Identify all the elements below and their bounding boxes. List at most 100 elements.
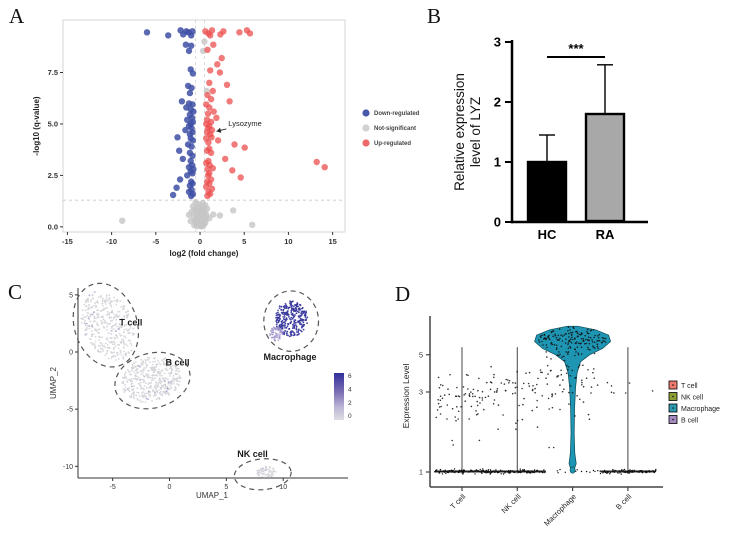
cell-point: [101, 321, 104, 323]
zero-expression-point: [621, 469, 623, 471]
cell-point: [294, 314, 296, 316]
expression-point: [547, 373, 549, 375]
zero-expression-point: [454, 471, 456, 474]
y-axis-tick-label: 5: [69, 292, 73, 299]
zero-expression-point: [446, 471, 449, 474]
cell-point: [147, 374, 150, 376]
cell-point: [112, 313, 115, 315]
expression-point: [587, 413, 590, 416]
cell-point: [165, 390, 168, 393]
cell-point: [145, 397, 148, 400]
zero-expression-point: [477, 470, 479, 472]
x-category-label: T cell: [448, 492, 467, 511]
x-axis-title: UMAP_1: [196, 491, 229, 500]
expression-point: [457, 418, 460, 420]
cell-point: [87, 308, 89, 311]
cell-point: [122, 340, 125, 343]
cell-point: [158, 396, 161, 399]
cell-point: [123, 388, 126, 390]
cell-point: [110, 342, 113, 344]
cell-point: [82, 318, 85, 321]
cell-point: [109, 304, 112, 307]
cell-point: [94, 302, 96, 304]
data-point: [202, 213, 209, 221]
cell-point: [94, 335, 97, 338]
cell-point: [165, 393, 167, 395]
cell-point: [171, 379, 174, 382]
expression-point: [544, 337, 546, 340]
data-point: [189, 70, 197, 77]
cell-point: [155, 393, 158, 396]
cell-point: [278, 307, 281, 310]
y-axis-tick-label: 0: [494, 215, 501, 230]
zero-expression-point: [436, 469, 438, 471]
cell-point: [291, 307, 294, 310]
cell-point: [96, 315, 99, 318]
cell-point: [295, 328, 298, 331]
zero-expression-point: [450, 471, 453, 473]
cell-point: [304, 313, 307, 315]
cell-point: [96, 322, 98, 324]
cell-point: [109, 311, 111, 314]
cell-point: [284, 322, 287, 325]
zero-expression-point: [623, 468, 626, 471]
cell-point: [144, 392, 146, 395]
cluster-label: T cell: [119, 318, 142, 328]
cell-point: [271, 327, 273, 330]
cell-point: [277, 339, 280, 341]
cell-point: [296, 334, 298, 336]
zero-expression-point: [624, 470, 626, 472]
cell-point: [306, 322, 308, 324]
cell-point: [132, 334, 135, 336]
cell-point: [285, 311, 288, 314]
cell-point: [118, 328, 120, 331]
expression-point: [597, 336, 600, 339]
y-axis-tick-label: 3: [494, 35, 501, 50]
zero-expression-point: [604, 471, 607, 474]
cell-point: [153, 394, 155, 397]
cell-point: [113, 299, 116, 302]
zero-expression-point: [520, 470, 523, 472]
cluster-outline: [233, 458, 292, 491]
expression-point: [454, 416, 457, 418]
cell-point: [109, 301, 112, 303]
cell-point: [104, 299, 106, 301]
cell-point: [290, 301, 293, 303]
zero-expression-point: [481, 470, 483, 473]
expression-point: [581, 384, 583, 386]
cell-point: [118, 323, 121, 326]
zero-expression-point: [438, 471, 441, 473]
expression-point: [560, 373, 563, 376]
expression-point: [465, 373, 468, 376]
cell-point: [295, 324, 297, 326]
cell-point: [280, 323, 283, 326]
cell-point: [285, 318, 287, 321]
cell-point: [102, 350, 104, 352]
cell-point: [96, 300, 99, 303]
cell-point: [134, 365, 137, 367]
data-point: [198, 223, 205, 230]
data-point: [216, 212, 224, 219]
cell-point: [155, 398, 158, 401]
cell-point: [109, 322, 111, 325]
legend-swatch-dot-icon: [672, 384, 674, 386]
zero-expression-point: [599, 470, 601, 472]
cell-point: [91, 325, 93, 327]
cell-point: [269, 466, 271, 469]
cell-point: [284, 327, 286, 329]
cell-point: [167, 378, 169, 381]
cell-point: [93, 291, 96, 293]
cell-point: [129, 380, 132, 383]
cell-point: [174, 386, 177, 389]
zero-expression-point: [629, 471, 632, 473]
cell-point: [154, 394, 157, 397]
expression-point: [468, 395, 471, 398]
expression-point: [543, 334, 546, 336]
cell-point: [108, 317, 111, 319]
cell-point: [262, 467, 264, 470]
zero-expression-point: [462, 471, 465, 474]
expression-point: [508, 380, 511, 382]
cell-point: [140, 373, 142, 376]
zero-expression-point: [525, 470, 527, 472]
